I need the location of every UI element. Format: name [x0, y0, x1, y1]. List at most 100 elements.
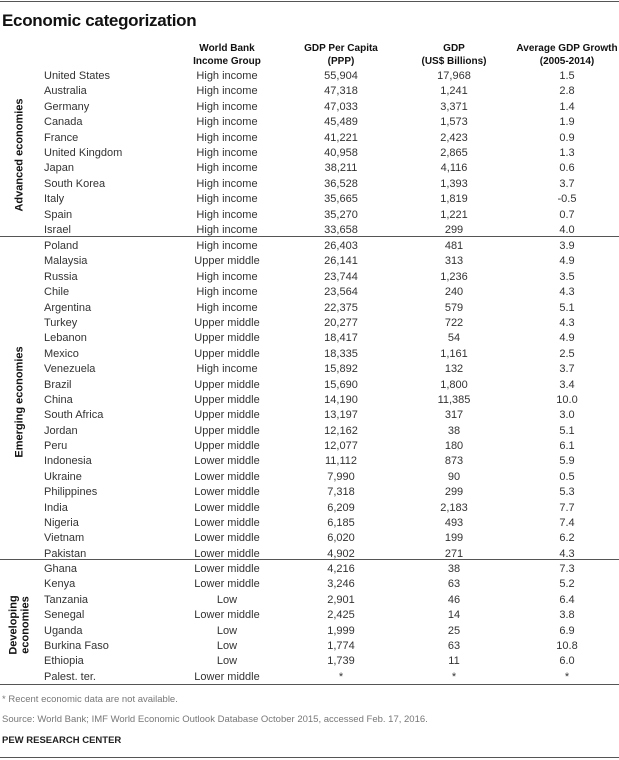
gdp-growth: 5.1	[559, 301, 575, 314]
gdp-value: 1,221	[440, 208, 468, 221]
table-row: Ghana Lower middle 4,216 38 7.3	[0, 562, 619, 577]
footnote: * Recent economic data are not available…	[2, 694, 178, 705]
gdp-per-capita: 33,658	[324, 223, 358, 236]
income-group: Upper middle	[194, 409, 260, 422]
table-row: Burkina Faso Low 1,774 63 10.8	[0, 639, 619, 654]
gdp-growth: 2.8	[559, 85, 575, 98]
gdp-value: 1,161	[440, 347, 468, 360]
table-row: Pakistan Lower middle 4,902 271 4.3	[0, 547, 619, 562]
country-name: Brazil	[44, 378, 72, 391]
gdp-per-capita: 12,162	[324, 424, 358, 437]
gdp-value: 579	[444, 301, 464, 314]
gdp-growth: 10.0	[556, 393, 578, 406]
gdp-growth: 6.1	[559, 440, 575, 453]
country-name: Vietnam	[44, 532, 85, 545]
gdp-growth: 3.9	[559, 240, 575, 252]
group-0: Advanced economies United States High inco…	[0, 67, 619, 242]
table-row: Brazil Upper middle 15,690 1,800 3.4	[0, 378, 619, 393]
bottom-rule	[0, 757, 619, 758]
gdp-value: 90	[447, 470, 461, 483]
gdp-value: 481	[444, 240, 464, 252]
page-title: Economic categorization	[2, 11, 197, 30]
header-line: World Bank	[199, 43, 255, 54]
income-group: Upper middle	[194, 440, 260, 453]
gdp-per-capita: 26,141	[324, 255, 358, 268]
table-row: India Lower middle 6,209 2,183 7.7	[0, 501, 619, 516]
table-row: China Upper middle 14,190 11,385 10.0	[0, 393, 619, 408]
country-name: Uganda	[44, 624, 83, 637]
gdp-value: 873	[444, 455, 464, 468]
gdp-value: 317	[444, 409, 464, 422]
gdp-per-capita: *	[338, 670, 344, 683]
source-note: Source: World Bank; IMF World Economic O…	[2, 714, 428, 725]
income-group: Lower middle	[194, 455, 260, 468]
country-name: France	[44, 131, 79, 144]
gdp-per-capita: 14,190	[324, 393, 358, 406]
gdp-per-capita: 35,270	[324, 208, 358, 221]
gdp-growth: 5.3	[559, 486, 575, 499]
country-name: Malaysia	[44, 255, 88, 268]
gdp-per-capita: 4,216	[327, 563, 355, 575]
gdp-growth: 3.0	[559, 409, 575, 422]
gdp-per-capita: 20,277	[324, 316, 358, 329]
income-group: High income	[196, 162, 258, 175]
top-rule	[0, 1, 619, 2]
gdp-growth: 6.2	[559, 532, 575, 545]
gdp-growth: 1.4	[559, 100, 575, 113]
table-row: Uganda Low 1,999 25 6.9	[0, 624, 619, 639]
gdp-value: 1,819	[440, 193, 468, 206]
table-row: Peru Upper middle 12,077 180 6.1	[0, 439, 619, 454]
table-row: Palest. ter. Lower middle * * *	[0, 670, 619, 685]
country-name: Senegal	[44, 609, 85, 622]
header-line: (US$ Billions)	[421, 56, 487, 67]
group-divider	[0, 236, 619, 237]
brand-label: PEW RESEARCH CENTER	[2, 735, 122, 746]
gdp-value: 1,241	[440, 85, 468, 98]
income-group: High income	[196, 70, 258, 82]
header-line: GDP	[443, 43, 465, 54]
table-row: Japan High income 38,211 4,116 0.6	[0, 161, 619, 176]
table-row: Indonesia Lower middle 11,112 873 5.9	[0, 454, 619, 469]
gdp-value: 271	[444, 547, 464, 560]
gdp-value: 180	[444, 440, 464, 453]
gdp-per-capita: 47,318	[324, 85, 358, 98]
income-group: Lower middle	[194, 486, 260, 499]
country-name: Japan	[44, 162, 74, 175]
income-group: Upper middle	[194, 316, 260, 329]
country-name: Pakistan	[44, 547, 87, 560]
gdp-growth: 4.0	[559, 223, 575, 236]
income-group: High income	[196, 208, 258, 221]
gdp-value: 313	[444, 255, 464, 268]
gdp-per-capita: 2,425	[327, 609, 355, 622]
income-group: High income	[196, 363, 258, 376]
country-name: Lebanon	[44, 332, 87, 345]
gdp-value: 199	[444, 532, 464, 545]
gdp-growth: 1.3	[559, 146, 575, 159]
gdp-growth: 2.5	[559, 347, 575, 360]
table-row: Argentina High income 22,375 579 5.1	[0, 301, 619, 316]
gdp-per-capita: 15,690	[324, 378, 358, 391]
table-row: Jordan Upper middle 12,162 38 5.1	[0, 424, 619, 439]
income-group: High income	[196, 286, 258, 299]
gdp-growth: 1.5	[559, 70, 575, 82]
table-bottom-rule	[0, 684, 619, 685]
table-row: Poland High income 26,403 481 3.9	[0, 239, 619, 254]
gdp-value: 1,236	[440, 270, 468, 283]
gdp-value: 1,573	[440, 116, 468, 129]
table-row: Malaysia Upper middle 26,141 313 4.9	[0, 254, 619, 269]
country-name: Ghana	[44, 563, 78, 575]
gdp-growth: 0.6	[559, 162, 575, 175]
header-line: Average GDP Growth	[516, 43, 618, 54]
gdp-growth: 3.7	[559, 177, 575, 190]
gdp-value: 2,865	[440, 146, 468, 159]
gdp-value: 4,116	[440, 162, 468, 175]
gdp-growth: 0.7	[559, 208, 575, 221]
gdp-value: 54	[447, 332, 461, 345]
income-group: High income	[196, 85, 258, 98]
income-group: Lower middle	[194, 517, 260, 530]
income-group: Upper middle	[194, 424, 260, 437]
gdp-per-capita: 40,958	[324, 146, 358, 159]
gdp-per-capita: 6,020	[327, 532, 355, 545]
income-group: Upper middle	[194, 393, 260, 406]
gdp-per-capita: 18,335	[324, 347, 358, 360]
